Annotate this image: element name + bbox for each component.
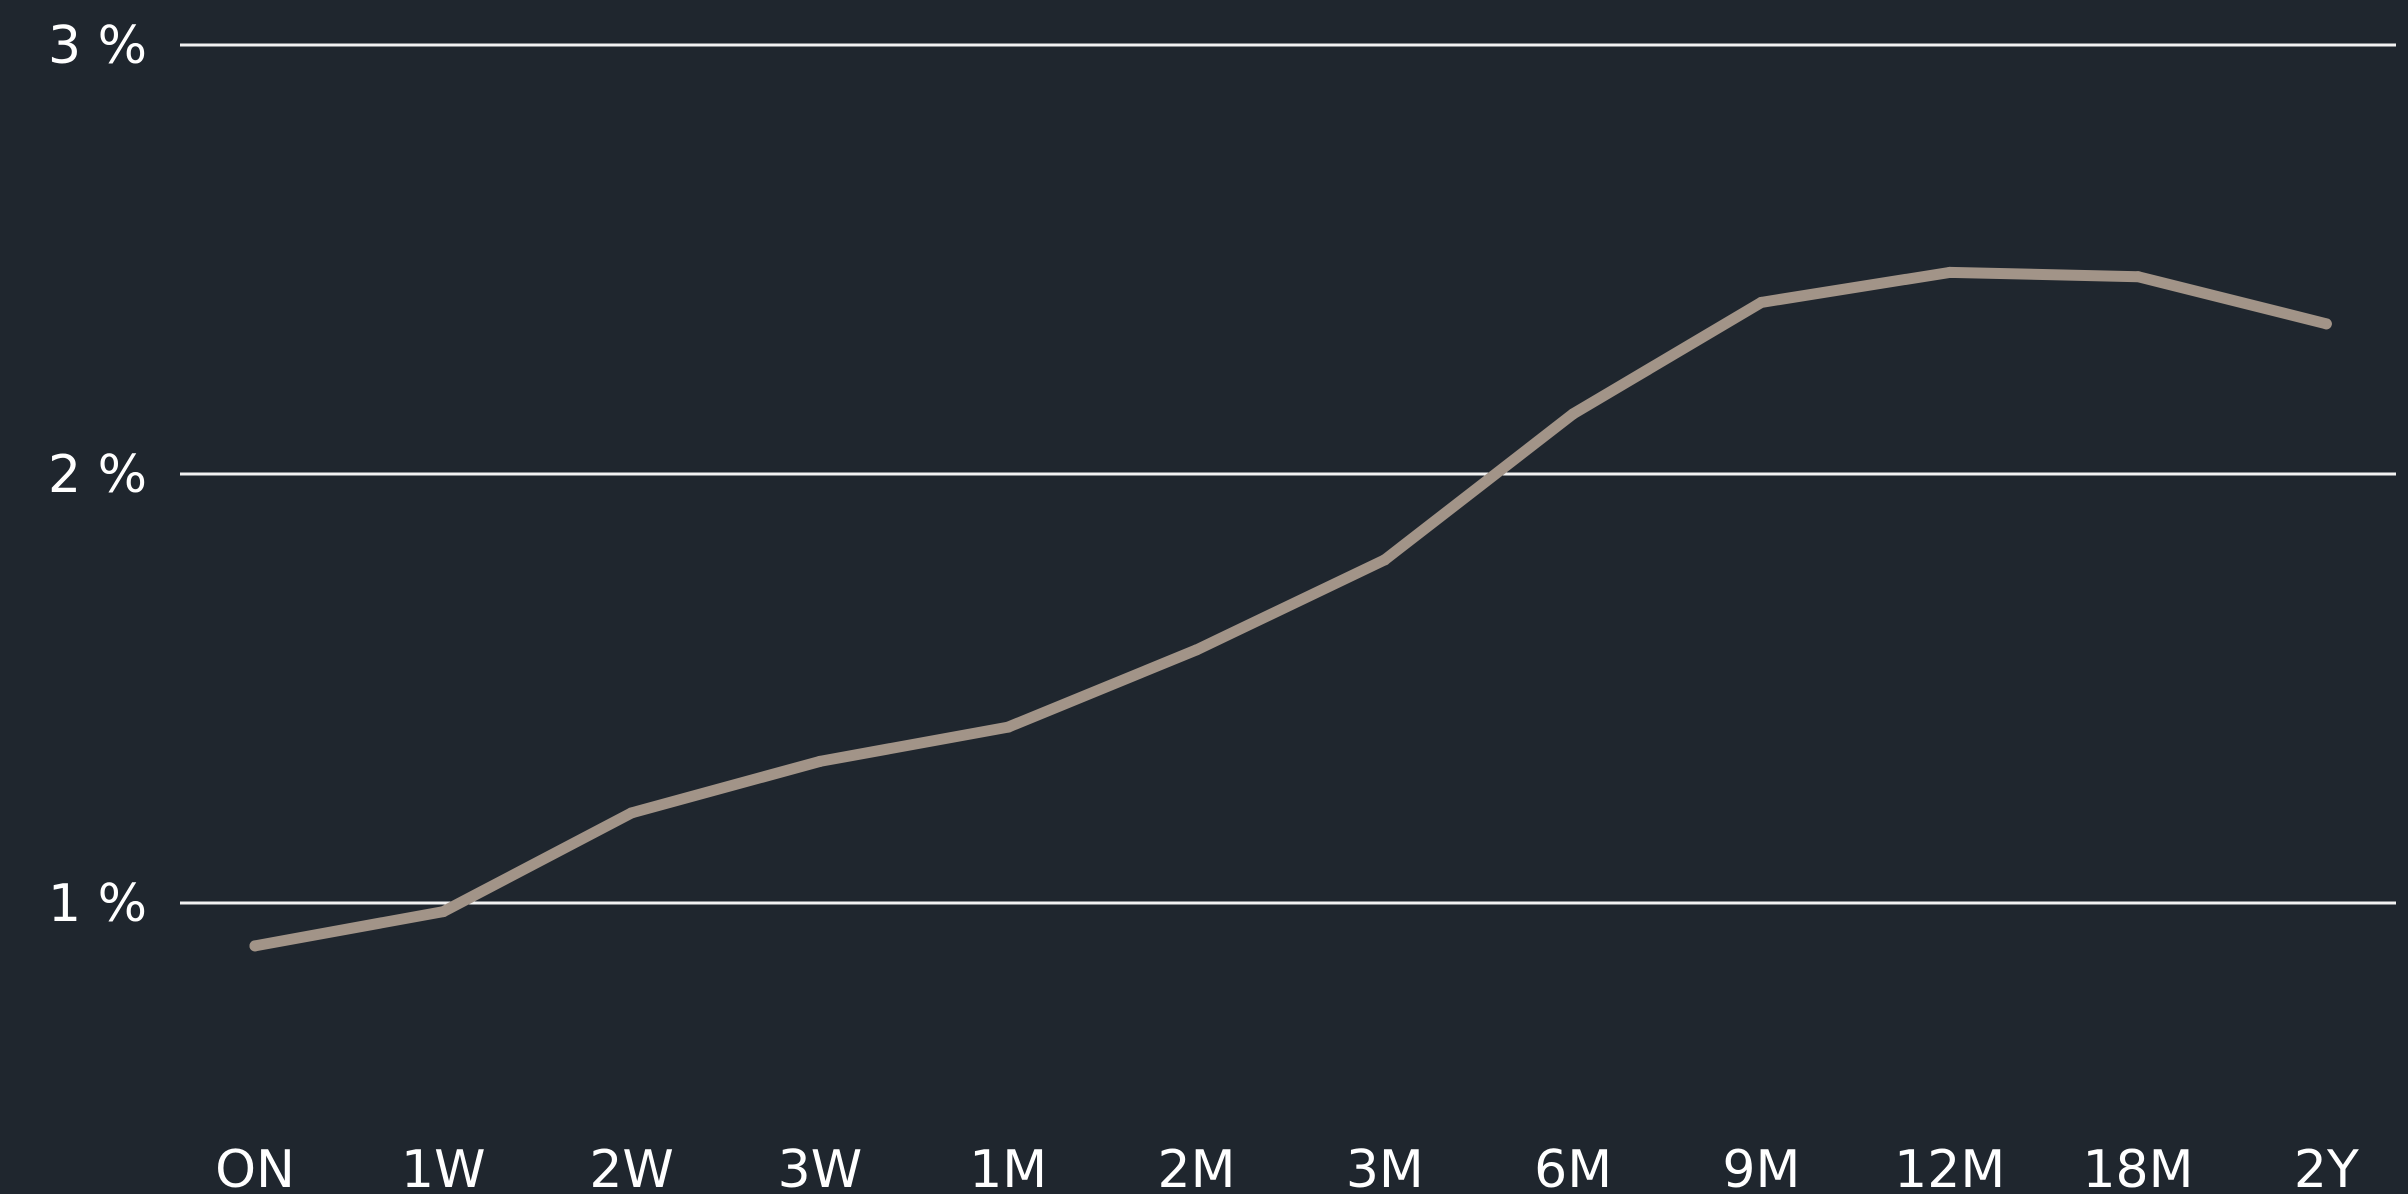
y-tick-label: 3 % [48, 16, 147, 76]
data-point [249, 940, 261, 952]
x-tick-label: 2M [1158, 1140, 1236, 1194]
data-point [437, 906, 449, 918]
x-tick-label: 1M [969, 1140, 1047, 1194]
x-tick-label: 1W [401, 1140, 486, 1194]
y-tick-label: 1 % [48, 874, 147, 934]
data-point [1755, 296, 1767, 308]
x-axis-tick-labels: ON 1W 2W 3W 1M 2M 3M 6M 9M 12M 18M 2Y [215, 1140, 2359, 1194]
series-line [249, 266, 2332, 952]
y-tick-label: 2 % [48, 445, 147, 505]
x-tick-label: 18M [2082, 1140, 2193, 1194]
gridlines [180, 43, 2396, 905]
x-tick-label: 12M [1894, 1140, 2005, 1194]
data-point [2320, 318, 2332, 330]
data-point [2132, 271, 2144, 283]
x-tick-label: 2W [589, 1140, 674, 1194]
x-tick-label: 2Y [2294, 1140, 2359, 1194]
y-axis-tick-labels: 1 % 2 % 3 % [48, 16, 147, 934]
data-point [1191, 644, 1202, 656]
data-point [1002, 721, 1014, 733]
x-tick-label: 3W [778, 1140, 863, 1194]
x-tick-label: 3M [1346, 1140, 1424, 1194]
series-group [249, 266, 2332, 952]
data-point [1567, 408, 1579, 420]
x-tick-label: 9M [1722, 1140, 1800, 1194]
data-point [1944, 266, 1956, 278]
x-tick-label: 6M [1534, 1140, 1612, 1194]
data-point [626, 807, 638, 819]
data-point [1379, 554, 1391, 566]
x-tick-label: ON [215, 1140, 295, 1194]
data-point [814, 755, 826, 767]
